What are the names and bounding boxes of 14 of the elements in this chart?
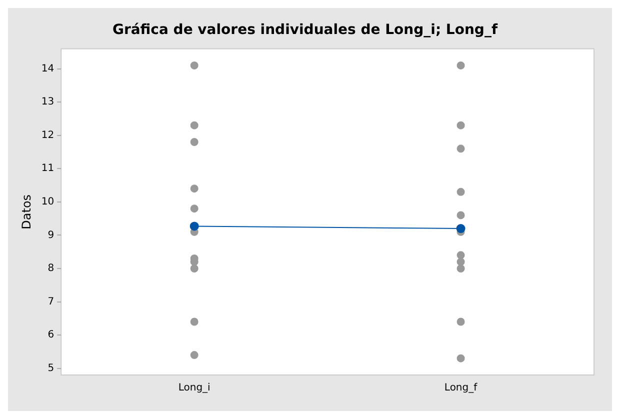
y-tick-label: 12 (41, 130, 54, 141)
y-tick-label: 8 (48, 263, 54, 274)
x-tick-label: Long_f (444, 382, 478, 394)
chart-title: Gráfica de valores individuales de Long_i; Long_f (112, 22, 498, 38)
y-tick-label: 10 (41, 196, 54, 208)
y-tick-label: 13 (41, 96, 54, 108)
y-tick-label: 6 (48, 330, 54, 341)
y-tick-label: 7 (48, 296, 54, 308)
y-tick-label: 5 (48, 362, 54, 374)
y-axis-title: Datos (19, 194, 34, 230)
y-tick-label: 11 (41, 163, 54, 174)
y-tick-label: 9 (48, 230, 54, 241)
x-tick-label: Long_i (178, 382, 210, 394)
y-tick-label: 14 (41, 63, 54, 74)
